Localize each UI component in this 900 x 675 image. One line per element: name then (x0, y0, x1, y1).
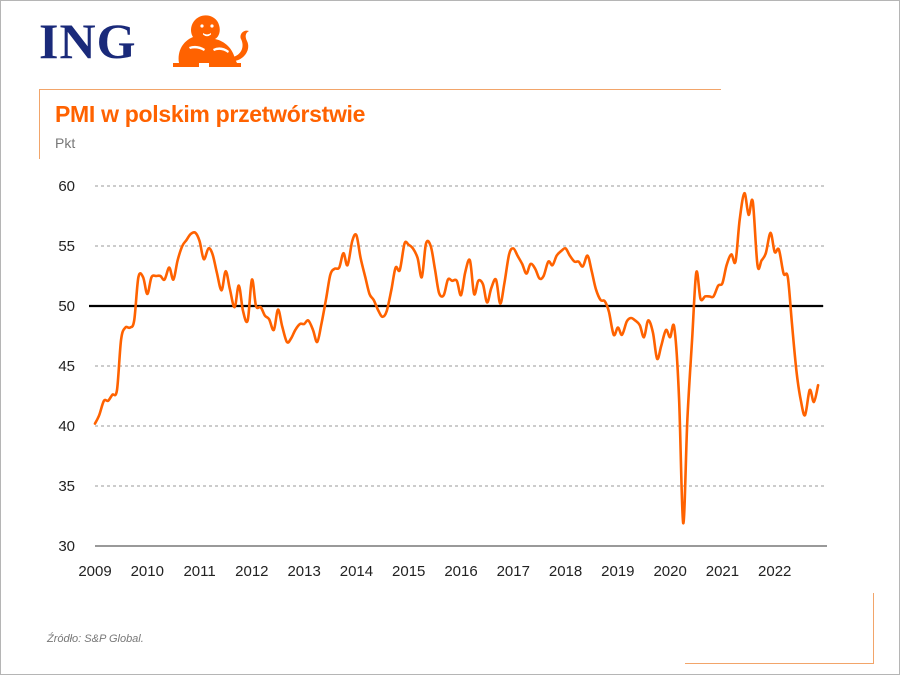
logo-text: ING (39, 13, 137, 69)
y-tick-label-40: 40 (58, 418, 75, 435)
x-tick-label-2019: 2019 (601, 563, 634, 580)
x-tick-label-2014: 2014 (340, 563, 373, 580)
y-tick-label-50: 50 (58, 298, 75, 315)
title-rule-vertical (39, 89, 40, 159)
source-note: Źródło: S&P Global. (47, 633, 144, 645)
chart-title: PMI w polskim przetwórstwie (55, 101, 366, 127)
y-axis-unit: Pkt (55, 135, 76, 151)
corner-rule-vertical (873, 593, 874, 663)
x-tick-label-2020: 2020 (653, 563, 686, 580)
lion-icon (173, 15, 249, 67)
x-tick-label-2021: 2021 (706, 563, 739, 580)
x-tick-label-2022: 2022 (758, 563, 791, 580)
y-tick-label-55: 55 (58, 238, 75, 255)
y-tick-label-45: 45 (58, 358, 75, 375)
x-tick-label-2010: 2010 (131, 563, 164, 580)
x-tick-label-2016: 2016 (444, 563, 477, 580)
y-tick-label-35: 35 (58, 478, 75, 495)
series-line-pmi (93, 191, 820, 525)
x-tick-label-2017: 2017 (497, 563, 530, 580)
x-tick-label-2009: 2009 (78, 563, 111, 580)
x-tick-label-2018: 2018 (549, 563, 582, 580)
x-tick-label-2012: 2012 (235, 563, 268, 580)
x-tick-label-2015: 2015 (392, 563, 425, 580)
y-tick-label-60: 60 (58, 178, 75, 195)
x-tick-label-2011: 2011 (183, 563, 215, 580)
corner-rule-horizontal (685, 663, 874, 664)
x-tick-label-2013: 2013 (287, 563, 320, 580)
title-rule-horizontal (39, 89, 721, 90)
y-tick-label-30: 30 (58, 538, 75, 555)
